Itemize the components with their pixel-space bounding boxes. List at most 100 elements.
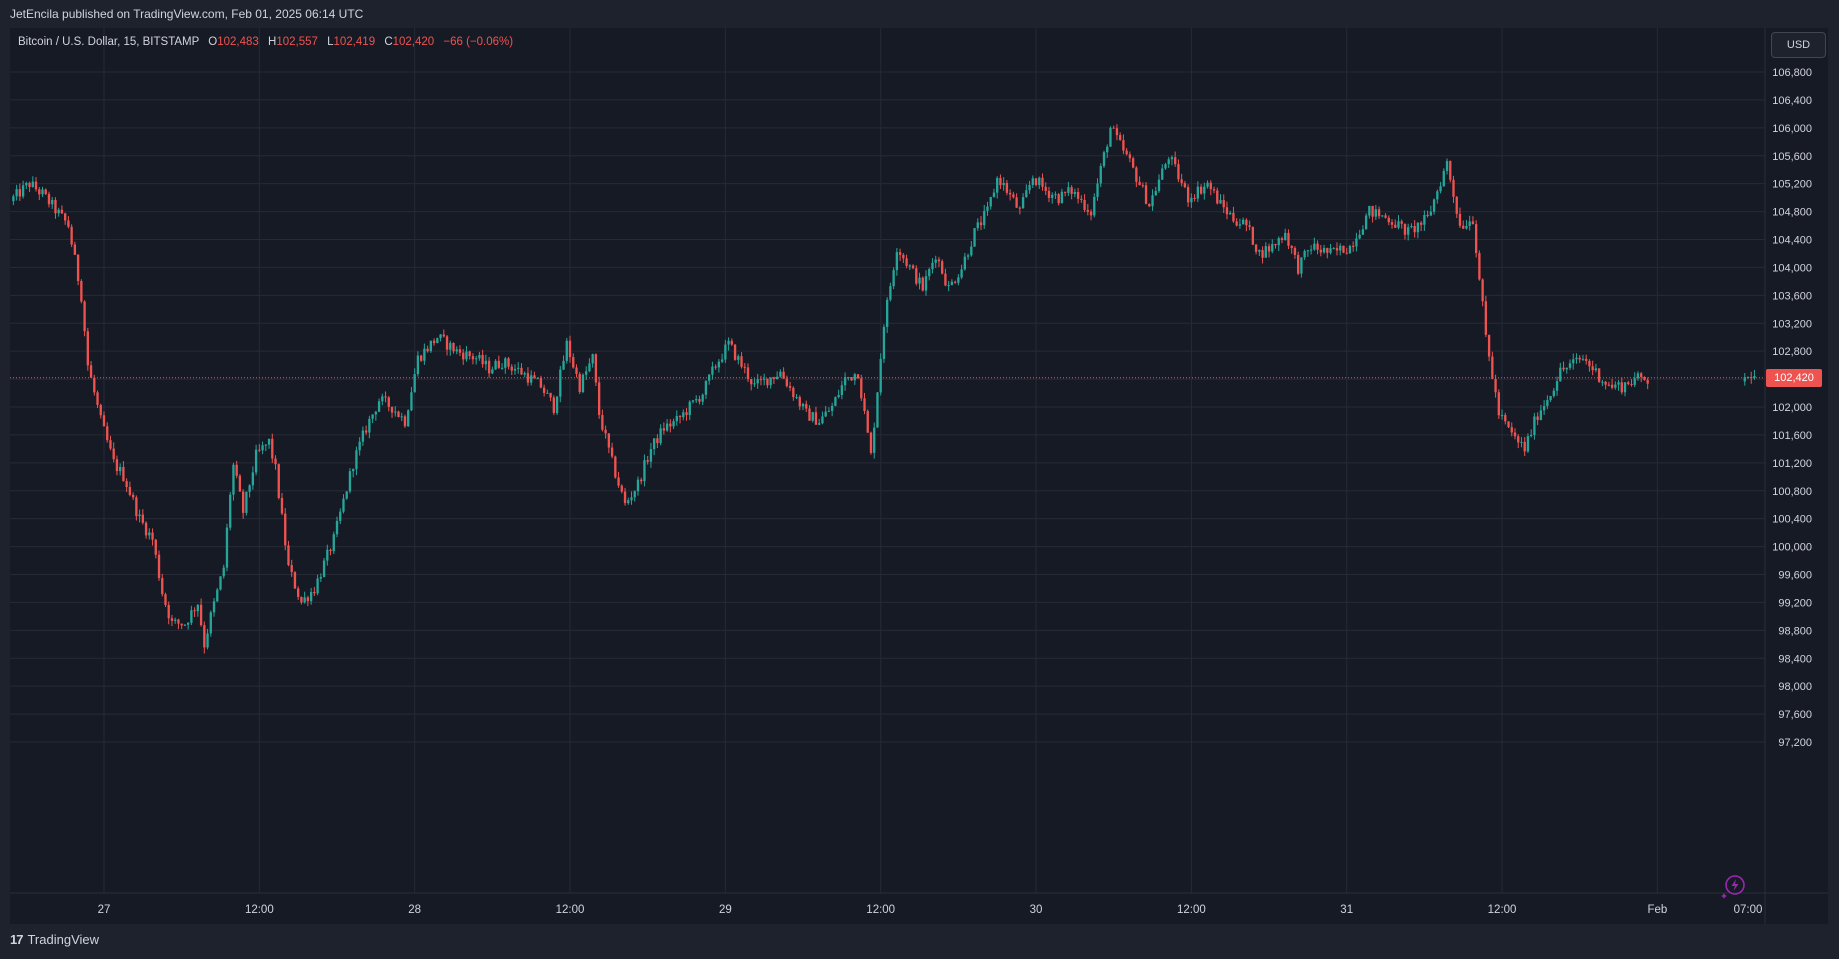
candle-body <box>1623 382 1627 393</box>
candle-body <box>306 597 310 602</box>
candle-body <box>335 520 339 535</box>
candle-body <box>445 336 449 350</box>
candle-body <box>811 412 814 421</box>
candle-body <box>1018 207 1022 209</box>
candle-body <box>941 261 944 274</box>
candle-body <box>25 182 28 186</box>
candle-body <box>377 401 381 412</box>
time-tick-label: Feb <box>1647 904 1667 916</box>
candle-body <box>135 497 138 517</box>
candle-body <box>1254 244 1258 252</box>
candle-body <box>1212 189 1216 191</box>
candle-body <box>475 358 478 360</box>
candle-body <box>792 387 795 398</box>
current-price-label: 102,420 <box>1766 368 1822 387</box>
candle-body <box>1407 227 1410 235</box>
low-key: L <box>327 36 334 48</box>
candle-body <box>125 481 128 487</box>
candle-body <box>895 252 899 271</box>
candle-body <box>206 633 209 648</box>
candle-body <box>1015 197 1018 208</box>
candle-body <box>449 342 452 350</box>
candle-body <box>1125 150 1128 155</box>
candle-body <box>1462 225 1465 229</box>
candle-body <box>1034 178 1038 186</box>
candle-body <box>924 276 928 291</box>
candle-body <box>973 228 976 247</box>
candle-body <box>468 351 471 357</box>
candle-body <box>928 269 931 277</box>
candle-body <box>1620 382 1623 393</box>
candle-body <box>1290 245 1293 249</box>
candle-body <box>1352 245 1355 247</box>
candle-body <box>979 222 983 226</box>
candle-body <box>1381 215 1384 217</box>
candle-body <box>1225 207 1229 215</box>
candle-body <box>1251 226 1255 245</box>
candle-body <box>232 464 235 495</box>
candle-body <box>76 254 80 282</box>
candle-body <box>559 369 562 397</box>
candle-body <box>494 360 497 370</box>
candle-body <box>109 440 112 449</box>
candle-body <box>691 400 695 402</box>
candle-body <box>737 356 740 360</box>
candle-body <box>918 277 921 284</box>
candle-body <box>83 301 86 332</box>
candle-body <box>280 497 284 514</box>
price-chart[interactable]: 97,200 97,600 98,000 98,400 98,800 99,200 99,6… <box>0 0 1839 924</box>
candle-body <box>1377 209 1381 217</box>
candle-body <box>1209 182 1212 190</box>
candle-body <box>1607 384 1611 386</box>
candle-body <box>769 377 772 386</box>
candle-body <box>1199 186 1203 194</box>
bolt-icon[interactable] <box>1721 873 1747 899</box>
candle-body <box>303 597 306 603</box>
symbol-legend: Bitcoin / U.S. Dollar, 15, BITSTAMP O102… <box>18 36 513 48</box>
candle-body <box>1135 167 1138 182</box>
candle-body <box>222 567 225 577</box>
candle-body <box>1361 229 1365 235</box>
candle-body <box>578 373 581 393</box>
candle-body <box>1559 367 1562 382</box>
candle-body <box>623 491 627 504</box>
candle-body <box>1552 390 1555 397</box>
candle-body <box>229 494 232 528</box>
candle-body <box>533 375 536 379</box>
candle-body <box>1060 191 1064 204</box>
candle-body <box>348 471 352 492</box>
candle-body <box>491 369 494 374</box>
candle-body <box>122 467 125 482</box>
candle-body <box>510 366 513 371</box>
candle-body <box>766 378 769 386</box>
candle-body <box>287 545 290 566</box>
chart-area[interactable] <box>10 28 1828 924</box>
candle-body <box>785 378 789 387</box>
tradingview-brand[interactable]: 17 TradingView <box>10 932 99 947</box>
candle-body <box>1303 251 1306 258</box>
candle-body <box>1005 183 1009 193</box>
candle-body <box>911 265 915 269</box>
candle-body <box>1141 185 1144 187</box>
price-tick-label: 104,000 <box>1772 262 1812 274</box>
candle-body <box>18 189 22 197</box>
candle-body <box>1526 436 1530 452</box>
candle-body <box>902 254 905 259</box>
candle-body <box>1080 198 1083 200</box>
candle-body <box>1640 373 1643 377</box>
candle-body <box>119 467 122 472</box>
candle-body <box>241 491 245 513</box>
candle-body <box>1271 244 1274 252</box>
candle-body <box>86 331 89 366</box>
price-tick-label: 102,800 <box>1772 346 1812 358</box>
candle-body <box>1287 232 1290 246</box>
time-tick-label: 12:00 <box>1177 904 1206 916</box>
candle-body <box>429 340 433 352</box>
candle-body <box>254 449 258 473</box>
candle-body <box>1177 164 1180 180</box>
candle-body <box>1293 248 1297 255</box>
candle-body <box>1002 183 1005 186</box>
currency-button[interactable]: USD <box>1771 32 1826 58</box>
candle-body <box>138 514 141 517</box>
candle-body <box>465 351 468 360</box>
